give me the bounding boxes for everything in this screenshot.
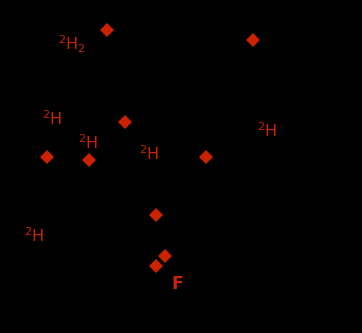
Text: $^{2}$H: $^{2}$H <box>42 109 62 128</box>
Text: F: F <box>172 275 183 293</box>
Text: $^{2}$H$_{2}$: $^{2}$H$_{2}$ <box>58 33 86 55</box>
Text: $^{2}$H: $^{2}$H <box>139 144 160 163</box>
Text: $^{2}$H: $^{2}$H <box>257 121 277 140</box>
Text: $^{2}$H: $^{2}$H <box>24 226 44 245</box>
Text: $^{2}$H: $^{2}$H <box>78 133 98 152</box>
